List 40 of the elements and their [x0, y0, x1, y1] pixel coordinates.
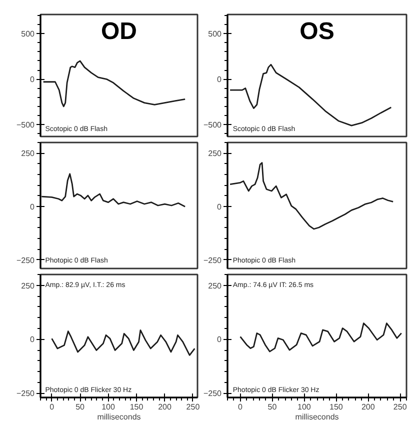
y-tick-label: 250	[208, 149, 222, 158]
y-tick-label: −250	[16, 256, 36, 265]
x-tick-label: 150	[130, 402, 144, 412]
y-tick-label: 0	[217, 202, 222, 212]
y-tick-label: 0	[217, 75, 222, 84]
chart-title: OD	[101, 18, 137, 46]
x-tick-label: 50	[268, 402, 278, 412]
line-series	[229, 64, 392, 126]
y-tick-label: −250	[203, 256, 222, 265]
x-tick-label: 0	[238, 402, 244, 412]
y-tick-label: 250	[208, 281, 222, 290]
line-series	[51, 329, 196, 356]
x-tick-label: 250	[393, 402, 408, 412]
x-axis-title: milliseconds	[295, 412, 339, 422]
x-tick-label: 200	[158, 402, 172, 412]
line-series	[42, 60, 186, 108]
x-tick-label: 0	[50, 402, 55, 412]
y-tick-label: 0	[30, 202, 36, 212]
x-axis-title: milliseconds	[97, 412, 141, 422]
y-tick-label: 250	[21, 149, 36, 158]
x-tick-label: 200	[361, 402, 376, 412]
line-series	[40, 173, 186, 208]
y-tick-label: 500	[21, 30, 36, 39]
x-tick-label: 50	[76, 402, 86, 412]
y-tick-label: −500	[203, 120, 222, 130]
line-series	[229, 162, 394, 230]
line-series	[240, 322, 402, 352]
x-tick-label: 250	[186, 402, 200, 412]
y-tick-label: 500	[208, 30, 222, 39]
y-tick-label: −250	[203, 389, 222, 398]
x-tick-label: 100	[298, 402, 312, 412]
y-tick-label: 0	[217, 335, 222, 344]
y-tick-label: 0	[30, 335, 36, 344]
y-tick-label: −250	[16, 389, 36, 398]
x-tick-label: 150	[330, 402, 344, 412]
y-tick-label: −500	[16, 120, 36, 130]
y-tick-label: 0	[30, 75, 36, 84]
chart-title: OS	[300, 18, 334, 46]
x-tick-label: 100	[102, 402, 116, 412]
y-tick-label: 250	[21, 281, 36, 290]
